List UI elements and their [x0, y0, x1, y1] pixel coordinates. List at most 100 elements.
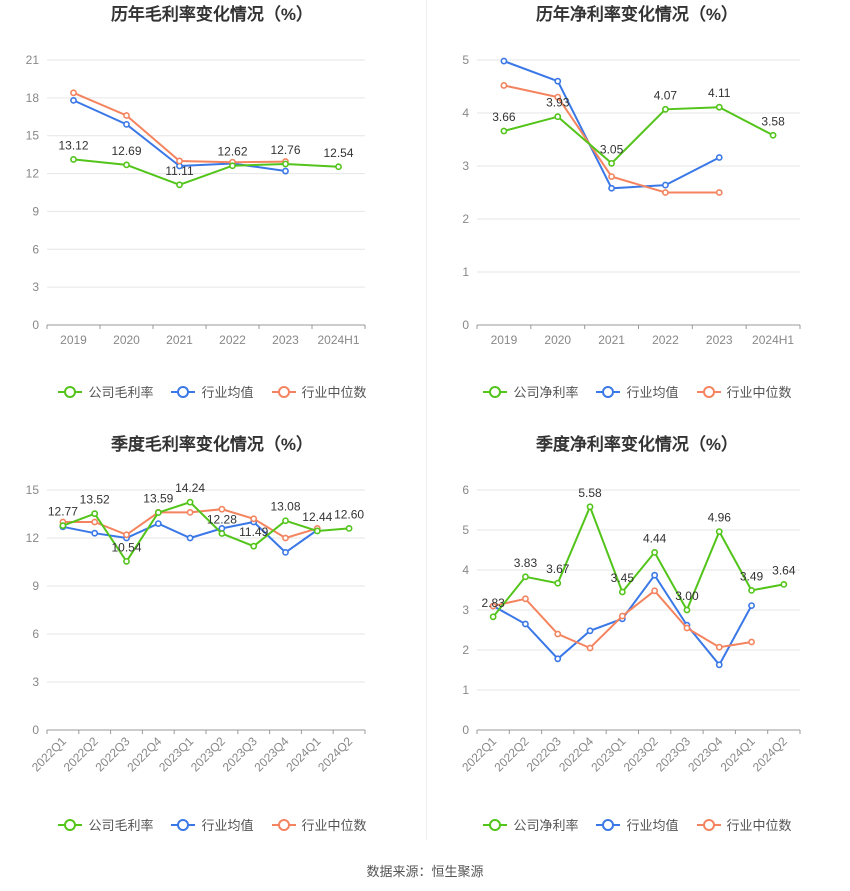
data-label: 13.08: [270, 500, 300, 514]
y-tick-label: 2: [462, 212, 469, 226]
data-point-company: [59, 522, 67, 530]
data-label: 3.93: [546, 96, 570, 110]
data-label: 3.05: [600, 142, 624, 156]
legend-item-industry_avg[interactable]: 行业均值: [171, 382, 254, 401]
data-point-industry_median: [683, 624, 691, 632]
data-point-industry_avg: [586, 627, 594, 635]
data-label: 12.44: [302, 510, 332, 524]
data-point-company: [522, 573, 529, 581]
legend-label: 行业中位数: [301, 385, 367, 400]
x-tick-label: 2021: [166, 333, 193, 347]
legend-marker-icon: [58, 385, 83, 398]
data-label: 12.76: [270, 143, 300, 157]
data-point-industry_median: [500, 82, 508, 89]
data-point-company: [70, 156, 77, 163]
legend-item-industry_median[interactable]: 行业中位数: [696, 815, 792, 834]
chart-svg: 季度毛利率变化情况（%）036912152022Q12022Q22022Q320…: [26, 434, 366, 774]
legend-item-company[interactable]: 公司净利率: [483, 382, 578, 401]
chart-legend: 公司毛利率 行业均值 行业中位数: [0, 815, 425, 834]
y-tick-label: 0: [32, 318, 39, 332]
legend-label: 行业均值: [626, 385, 679, 400]
x-tick-label: 2023Q3: [653, 734, 693, 774]
data-point-industry_median: [70, 89, 77, 97]
legend-item-industry_avg[interactable]: 行业均值: [596, 382, 679, 401]
data-label: 3.66: [492, 110, 516, 124]
data-point-industry_median: [662, 189, 669, 196]
data-point-industry_avg: [662, 181, 669, 189]
data-point-industry_median: [715, 643, 723, 651]
data-point-industry_avg: [554, 77, 562, 85]
chart-title: 季度净利率变化情况（%）: [536, 434, 738, 454]
data-point-industry_median: [608, 173, 615, 180]
data-point-company: [683, 606, 691, 614]
data-point-company: [651, 549, 659, 556]
data-point-industry_avg: [282, 549, 289, 556]
x-tick-label: 2023Q1: [588, 734, 628, 774]
data-point-industry_avg: [522, 620, 529, 628]
data-label: 12.54: [323, 146, 353, 160]
data-point-industry_median: [618, 612, 626, 620]
data-point-industry_avg: [748, 602, 755, 609]
chart-quarterly-gross-margin: 季度毛利率变化情况（%） 0 3 6 9 12 15 2022Q1 2022Q2 2022Q3 20…: [0, 430, 425, 860]
chart-svg: 历年净利率变化情况（%） 0 1 2 3 4 5 2019 2020 2021 2022 2023 20…: [462, 4, 801, 347]
series-line-company: [503, 106, 774, 165]
y-tick-label: 6: [32, 242, 39, 256]
data-point-industry_median: [748, 638, 755, 646]
data-point-company: [123, 557, 130, 565]
data-point-company: [186, 498, 194, 506]
data-point-company: [218, 530, 226, 537]
legend-label: 行业中位数: [301, 818, 367, 833]
x-tick-label: 2022Q1: [459, 734, 499, 774]
y-tick-label: 15: [26, 129, 40, 143]
legend-item-company[interactable]: 公司净利率: [483, 815, 578, 834]
x-tick-label: 2024Q1: [718, 734, 758, 774]
data-point-company: [345, 525, 353, 532]
legend-marker-icon: [483, 385, 508, 398]
legend-marker-icon: [596, 818, 621, 831]
legend-marker-icon: [171, 385, 196, 398]
data-point-industry_median: [489, 602, 497, 610]
legend-item-company[interactable]: 公司毛利率: [58, 382, 153, 401]
data-label: 3.67: [546, 562, 570, 576]
legend-item-industry_median[interactable]: 行业中位数: [696, 382, 792, 401]
y-tick-label: 5: [462, 523, 469, 537]
series-line-company: [73, 158, 339, 186]
y-tick-label: 3: [32, 280, 39, 294]
chart-svg: 季度净利率变化情况（%）01234562022Q12022Q22022Q3202…: [459, 434, 801, 774]
data-label: 12.60: [334, 507, 364, 521]
chart-svg: 历年毛利率变化情况（%） 0 3 6 9 12 15 18 21 2019 2020 2021 2022…: [26, 4, 366, 347]
data-label: 4.96: [708, 511, 732, 525]
data-point-industry_avg: [154, 520, 162, 527]
x-tick-label: 2021: [598, 333, 625, 347]
data-point-industry_median: [91, 518, 99, 526]
data-point-company: [335, 163, 342, 171]
legend-item-industry_median[interactable]: 行业中位数: [271, 382, 367, 401]
x-tick-label: 2024Q2: [315, 734, 355, 774]
panel-divider: [426, 0, 427, 840]
y-tick-label: 3: [32, 675, 39, 689]
legend-item-industry_avg[interactable]: 行业均值: [171, 815, 254, 834]
legend-item-industry_median[interactable]: 行业中位数: [271, 815, 367, 834]
data-label: 13.52: [80, 493, 110, 507]
legend-label: 公司净利率: [513, 818, 579, 833]
data-point-industry_median: [651, 587, 659, 595]
data-label: 4.11: [708, 86, 731, 100]
y-tick-label: 12: [26, 531, 40, 545]
legend-item-company[interactable]: 公司毛利率: [58, 815, 153, 834]
data-point-industry_median: [250, 515, 258, 523]
data-point-company: [618, 588, 626, 596]
data-label: 13.59: [143, 492, 173, 506]
data-point-industry_median: [586, 644, 594, 652]
y-tick-label: 0: [462, 723, 469, 737]
legend-item-industry_avg[interactable]: 行业均值: [596, 815, 679, 834]
x-tick-label: 2022: [219, 333, 246, 347]
data-label: 3.64: [772, 563, 796, 577]
y-tick-label: 3: [462, 159, 469, 173]
data-label: 4.44: [643, 531, 667, 545]
x-tick-label: 2022: [652, 333, 679, 347]
data-point-industry_avg: [715, 154, 723, 161]
data-point-industry_avg: [554, 655, 562, 663]
data-point-industry_median: [123, 112, 130, 119]
data-source: 数据来源：恒生聚源: [366, 864, 484, 879]
data-point-industry_avg: [186, 534, 194, 542]
